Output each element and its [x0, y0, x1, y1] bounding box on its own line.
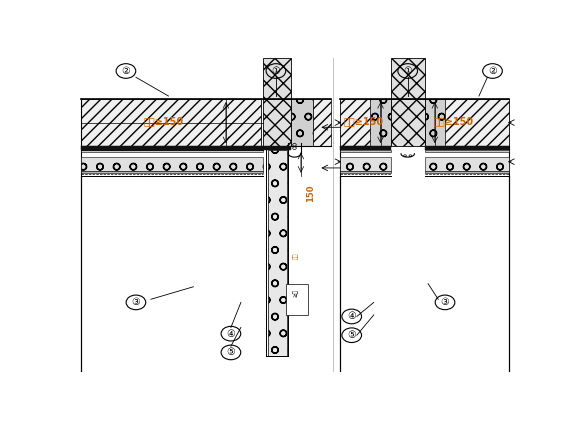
Text: 翻包≥150: 翻包≥150	[433, 116, 473, 126]
Bar	[291, 99, 313, 146]
Bar	[425, 99, 509, 146]
Bar	[340, 171, 391, 173]
Bar	[81, 150, 263, 152]
Text: ⑤: ⑤	[347, 330, 356, 340]
Text: 150: 150	[306, 184, 316, 202]
Bar	[340, 99, 391, 146]
Text: 翻包≥150: 翻包≥150	[143, 116, 184, 126]
Bar	[267, 150, 287, 356]
Bar	[425, 146, 509, 150]
Bar	[425, 157, 509, 171]
Text: ④: ④	[226, 329, 235, 339]
Text: 翻包: 翻包	[293, 252, 299, 259]
Bar	[313, 99, 331, 146]
Bar	[340, 150, 391, 152]
Bar	[286, 284, 308, 315]
Text: ①: ①	[403, 66, 412, 76]
Bar	[81, 146, 291, 150]
Text: ②: ②	[488, 66, 497, 76]
Bar	[391, 99, 425, 146]
Bar	[81, 171, 263, 173]
Bar	[340, 146, 391, 150]
Bar	[263, 99, 291, 146]
Text: ≥箱: ≥箱	[293, 289, 299, 297]
Bar	[425, 150, 509, 152]
Bar	[425, 171, 509, 173]
Bar	[370, 99, 391, 146]
Text: ③: ③	[131, 297, 141, 308]
Text: ⑤: ⑤	[226, 347, 235, 357]
Text: 翻包≥150: 翻包≥150	[343, 116, 384, 126]
Bar	[425, 99, 445, 146]
Text: ①: ①	[271, 66, 281, 76]
Bar	[263, 58, 291, 99]
Bar	[340, 157, 391, 171]
Bar	[81, 157, 263, 171]
Text: ④: ④	[347, 311, 356, 321]
Bar	[391, 58, 425, 99]
Bar	[81, 99, 261, 146]
Text: ②: ②	[122, 66, 130, 76]
Text: ③: ③	[441, 297, 449, 308]
